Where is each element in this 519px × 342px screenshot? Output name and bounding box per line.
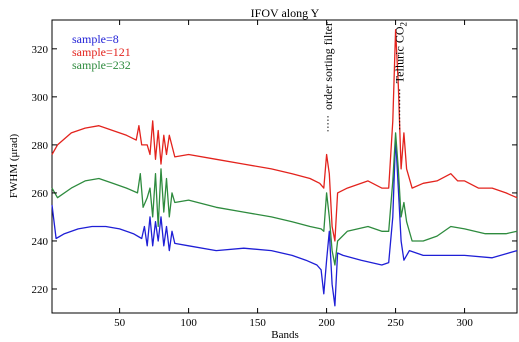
y-tick-label: 320 — [32, 44, 49, 56]
y-axis-title: FWHM (μrad) — [8, 134, 20, 199]
x-tick-label: 100 — [180, 317, 197, 329]
plot-frame — [51, 19, 518, 314]
y-tick-label: 240 — [32, 236, 49, 248]
series-line-2 — [51, 28, 518, 242]
series-line-1 — [51, 137, 518, 307]
x-tick-label: 50 — [114, 317, 126, 329]
x-axis-title: Bands — [271, 329, 299, 341]
x-tick-label: 200 — [318, 317, 335, 329]
legend-entry-3: sample=232 — [72, 58, 131, 72]
y-tick-label: 300 — [32, 92, 49, 104]
legend-entry-2: sample=121 — [72, 45, 131, 59]
legend-entry-1: sample=8 — [72, 32, 119, 46]
annotation-label-1: order sorting filter — [321, 22, 335, 110]
series-layer — [51, 28, 518, 307]
annotation-label-2: Telluric CO2 — [393, 22, 409, 83]
y-tick-label: 280 — [32, 140, 49, 152]
ticks-layer: 50 100 150 200 250 300 220 240 260 280 300 320 — [32, 20, 517, 329]
x-tick-label: 300 — [456, 317, 473, 329]
chart-title: IFOV along Y — [251, 6, 320, 20]
y-tick-label: 220 — [32, 284, 49, 296]
x-tick-label: 150 — [249, 317, 266, 329]
annotation-layer: order sorting filter Telluric CO2 — [321, 22, 409, 132]
plot-area: 50 100 150 200 250 300 220 240 260 280 300 320 — [32, 19, 518, 329]
series-line-3 — [51, 132, 518, 266]
y-tick-label: 260 — [32, 188, 49, 200]
x-tick-label: 250 — [387, 317, 404, 329]
